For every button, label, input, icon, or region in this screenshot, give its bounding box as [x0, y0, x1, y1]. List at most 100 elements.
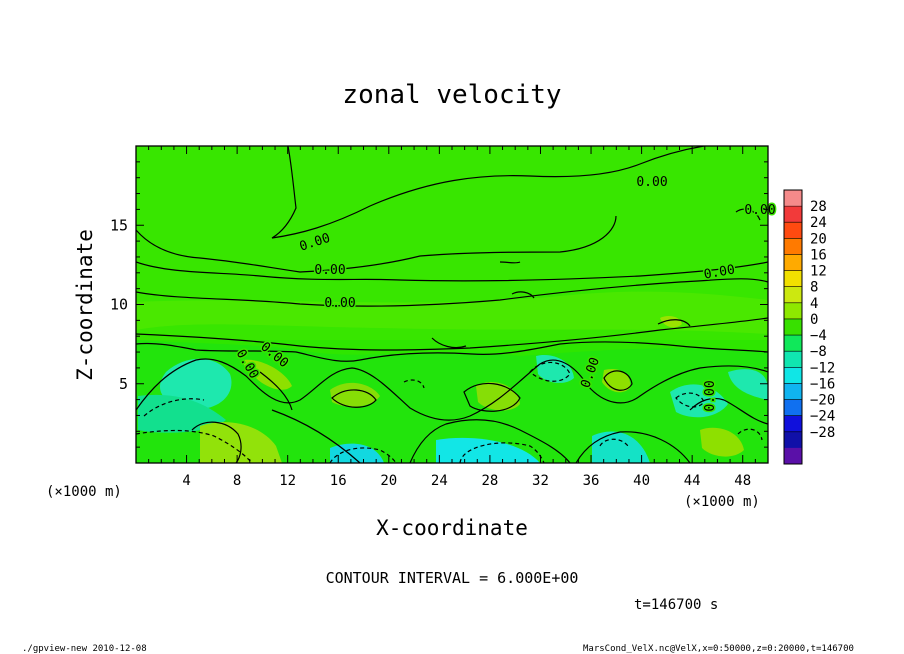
- contour-8km: [136, 317, 768, 351]
- x-tick-label: 20: [380, 473, 397, 489]
- contour-label: 0.00: [703, 262, 736, 282]
- colorbar-label: −4: [810, 328, 827, 344]
- x-unit-left: (×1000 m): [46, 484, 122, 500]
- colorbar-swatch: [784, 399, 802, 417]
- colorbar-label: −8: [810, 344, 827, 360]
- contour-closed-b: [331, 389, 377, 408]
- colorbar-label: −12: [810, 360, 835, 376]
- field-yellowgreen-h: [602, 368, 631, 393]
- contour-upper: [271, 146, 705, 239]
- field-cyan-k: [436, 437, 540, 463]
- field-cyan-a: [159, 358, 232, 410]
- contour-label: 0.00: [744, 203, 775, 218]
- x-tick-label: 44: [684, 473, 701, 489]
- colorbar-swatch: [784, 351, 802, 368]
- colorbar-label: 12: [810, 264, 827, 280]
- contour-7km: [136, 341, 768, 362]
- contour-label: 0.00: [636, 175, 667, 190]
- field-yellowgreen-n: [700, 427, 744, 457]
- contour-neg-e: [529, 361, 571, 382]
- x-tick-label: 36: [583, 473, 600, 489]
- contour-label: 0.00: [703, 380, 718, 411]
- colorbar-label: 24: [810, 215, 827, 231]
- contour-ridge-e: [575, 431, 691, 463]
- colorbar-swatch: [784, 302, 802, 320]
- contour-neg-a: [136, 429, 253, 463]
- field-cyan-m: [592, 431, 650, 463]
- x-tick-label: 8: [233, 473, 241, 489]
- contour-neg-b: [143, 398, 205, 417]
- contour-neg-i: [403, 379, 425, 389]
- contour-11km: [136, 278, 768, 307]
- contour-wiggle-a: [431, 337, 467, 349]
- field-cyan-j: [728, 369, 768, 400]
- colorbar-label: −16: [810, 376, 835, 392]
- contour-ridge-d: [409, 419, 571, 463]
- contour-14km: [136, 215, 617, 273]
- contour-ridge-a: [259, 371, 293, 411]
- y-axis-label: Z-coordinate: [73, 229, 97, 381]
- x-unit-right: (×1000 m): [684, 494, 760, 510]
- contour-wiggle-c: [657, 319, 691, 327]
- colorbar-swatch: [784, 190, 802, 207]
- contour-13km: [136, 261, 768, 282]
- x-tick-label: 12: [279, 473, 296, 489]
- contour-neg-c: [329, 447, 397, 463]
- field-cyan-i: [670, 384, 728, 418]
- contour-wiggle-b: [511, 291, 535, 299]
- contour-ridge-f: [689, 397, 768, 425]
- colorbar-swatch: [784, 206, 802, 223]
- x-tick-label: 48: [734, 473, 751, 489]
- contour-closed-c: [603, 370, 633, 391]
- y-tick-label: 5: [119, 375, 128, 393]
- contour-4km: [136, 358, 768, 421]
- field-yellowgreen-f: [476, 382, 520, 411]
- chart-title: zonal velocity: [342, 80, 561, 110]
- field-yellowgreen-e: [330, 382, 380, 407]
- colorbar-swatch: [784, 431, 802, 449]
- time-stamp: t=146700 s: [634, 597, 718, 613]
- colorbar-label: 0: [810, 312, 818, 328]
- colorbar-swatch: [784, 254, 802, 271]
- colorbar-swatch: [784, 367, 802, 384]
- contour-wiggle-d: [499, 261, 521, 264]
- colorbar-swatch: [784, 415, 802, 433]
- contour-interval-note: CONTOUR INTERVAL = 6.000E+00: [326, 569, 579, 587]
- field-yellowgreen-o: [660, 316, 682, 328]
- colorbar-swatch: [784, 447, 802, 465]
- contour-neg-h: [599, 438, 629, 447]
- colorbar-label: −24: [810, 409, 835, 425]
- field-yellowgreen-d: [243, 359, 292, 390]
- plot-area: 0.000.000.000.000.000.000.000.000.000.00: [135, 145, 777, 464]
- footer-right: MarsCond_VelX.nc@VelX,x=0:50000,z=0:2000…: [583, 644, 854, 654]
- x-tick-label: 24: [431, 473, 448, 489]
- colorbar-label: 16: [810, 247, 827, 263]
- contour-ridge-c: [191, 421, 242, 463]
- contour-neg-g: [737, 428, 763, 441]
- colorbar-swatch: [784, 222, 802, 239]
- x-axis-label: X-coordinate: [376, 516, 528, 540]
- colorbar-swatch: [784, 238, 802, 255]
- x-tick-label: 16: [330, 473, 347, 489]
- contour-neg-d: [459, 442, 545, 463]
- colorbar-frame: [783, 189, 803, 465]
- colorbar-label: −20: [810, 393, 835, 409]
- field-band-10km: [136, 291, 768, 334]
- contour-ridge-b: [271, 409, 361, 463]
- x-tick-label: 32: [532, 473, 549, 489]
- colorbar-swatch: [784, 286, 802, 304]
- colorbar-label: 20: [810, 231, 827, 247]
- colorbar-swatch: [784, 335, 802, 352]
- colorbar-swatch: [784, 383, 802, 400]
- x-tick-label: 28: [481, 473, 498, 489]
- y-tick-label: 15: [110, 216, 128, 234]
- contour-neg-f: [675, 392, 705, 408]
- contour-label: 0.00: [324, 296, 355, 311]
- contour-closed-a: [463, 382, 521, 412]
- footer-left: ./gpview-new 2010-12-08: [22, 644, 147, 654]
- contour-label: 0.00: [314, 263, 345, 278]
- x-tick-label: 40: [633, 473, 650, 489]
- colorbar-label: 28: [810, 199, 827, 215]
- contour-wiggle-e: [735, 208, 761, 221]
